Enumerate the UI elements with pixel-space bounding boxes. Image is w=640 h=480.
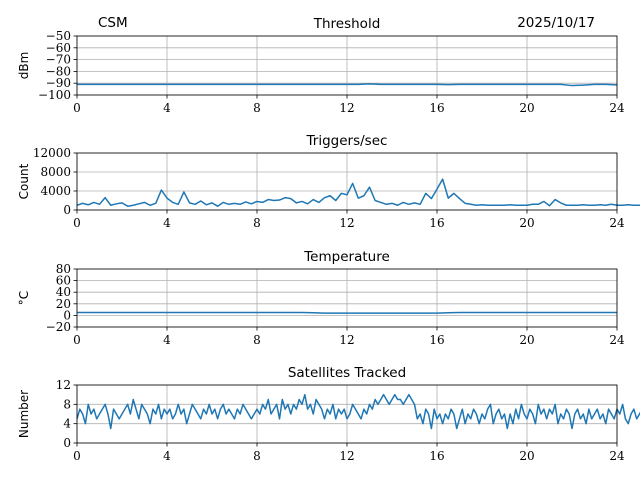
x-tick-label: 4 [163, 449, 171, 463]
x-tick-label: 24 [609, 449, 625, 463]
y-tick-label: 8 [63, 397, 71, 411]
y-tick-label: 12 [56, 378, 71, 392]
x-tick-label: 8 [253, 449, 261, 463]
series-line-2 [77, 311, 617, 314]
header-date-label: 2025/10/17 [517, 15, 595, 31]
x-tick-label: 0 [73, 449, 81, 463]
y-tick-label: −70 [46, 53, 71, 67]
y-tick-label: −80 [46, 64, 71, 78]
y-tick-label: 0 [63, 436, 71, 450]
x-tick-label: 20 [519, 333, 534, 347]
y-tick-label: 20 [56, 297, 71, 311]
y-tick-label: 80 [56, 262, 71, 276]
y-tick-label: −60 [46, 41, 71, 55]
series-line-1 [76, 178, 640, 207]
y-tick-label: −50 [46, 29, 71, 43]
y-axis-label: Number [17, 390, 31, 438]
subplot-title: Threshold [313, 16, 381, 32]
x-tick-label: 16 [429, 216, 444, 230]
subplot-title: Triggers/sec [306, 133, 388, 149]
subplot-title: Temperature [303, 249, 390, 265]
subplot-0: 0 4 8 12 16 20 24 −100−90−80−70−60−50 Threshold d… [17, 16, 625, 115]
x-tick-label: 0 [73, 216, 81, 230]
y-tick-label: 4000 [40, 184, 71, 198]
y-tick-label: −100 [38, 88, 71, 102]
x-tick-label: 12 [339, 449, 354, 463]
y-axis-label: Count [17, 163, 31, 199]
x-tick-label: 8 [253, 216, 261, 230]
x-tick-label: 12 [339, 333, 354, 347]
subplot-title: Satellites Tracked [288, 365, 406, 381]
y-axis-label: dBm [17, 52, 31, 80]
x-tick-label: 4 [163, 101, 171, 115]
x-tick-label: 20 [519, 449, 534, 463]
header-left-label: CSM [98, 15, 128, 31]
y-tick-label: 0 [63, 203, 71, 217]
x-tick-label: 12 [339, 101, 354, 115]
series-line-3 [76, 393, 640, 430]
x-tick-label: 0 [73, 333, 81, 347]
x-tick-label: 8 [253, 333, 261, 347]
x-tick-label: 0 [73, 101, 81, 115]
y-tick-label: −90 [46, 76, 71, 90]
subplot-1: 0 4 8 12 16 20 24 0 4000 8000 12000 Triggers/sec Cou… [17, 133, 640, 230]
x-tick-label: 24 [609, 101, 625, 115]
x-tick-label: 4 [163, 333, 171, 347]
x-tick-label: 16 [429, 333, 444, 347]
x-tick-label: 24 [609, 216, 625, 230]
y-tick-label: 8000 [40, 165, 71, 179]
x-tick-label: 8 [253, 101, 261, 115]
x-tick-label: 16 [429, 449, 444, 463]
subplot-3: 0 4 8 12 16 20 24 0 4 8 12 Satellites Tracked Number [17, 365, 640, 463]
y-tick-label: 0 [63, 308, 71, 322]
x-tick-label: 4 [163, 216, 171, 230]
y-tick-label: 40 [56, 285, 71, 299]
y-tick-label: 12000 [33, 146, 71, 160]
x-tick-label: 20 [519, 216, 534, 230]
y-tick-label: 4 [63, 417, 71, 431]
x-tick-label: 20 [519, 101, 534, 115]
x-tick-label: 16 [429, 101, 444, 115]
y-tick-label: 60 [56, 274, 71, 288]
x-tick-label: 12 [339, 216, 354, 230]
series-line-0 [77, 83, 618, 87]
y-axis-label: °C [17, 291, 31, 305]
y-tick-label: −20 [46, 320, 71, 334]
x-tick-label: 24 [609, 333, 625, 347]
